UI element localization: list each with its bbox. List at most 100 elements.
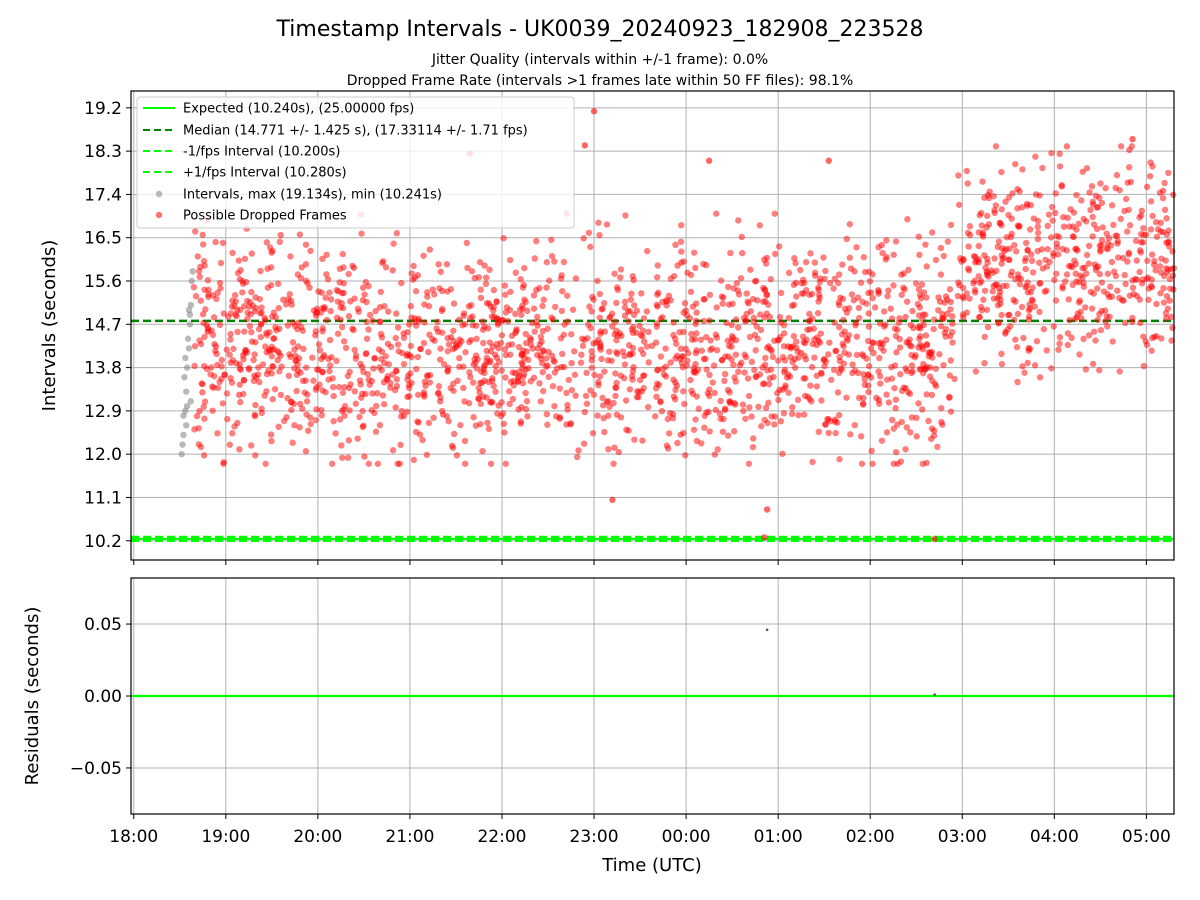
dropped-frame-point [1102,318,1109,325]
dropped-frame-point [507,288,514,295]
dropped-frame-point [312,332,319,339]
dropped-frame-point [902,313,909,321]
dropped-frame-point [461,437,469,445]
dropped-frame-point [946,286,954,293]
dropped-frame-point [1063,143,1071,150]
dropped-frame-point [1078,197,1085,204]
dropped-frame-point [732,351,740,358]
dropped-frame-point [447,333,455,341]
dropped-frame-point [746,404,753,411]
dropped-frame-point [972,368,980,375]
dropped-frame-point [229,430,236,437]
dropped-frame-point [794,348,802,355]
dropped-frame-point [274,280,282,287]
dropped-frame-point [223,390,231,397]
dropped-frame-point [492,362,499,370]
dropped-frame-point [571,371,579,379]
dropped-frame-point [485,325,492,332]
dropped-frame-point [896,344,904,351]
dropped-frame-point [284,322,292,329]
dropped-frame-point [483,274,490,281]
dropped-frame-point [489,343,496,350]
dropped-frame-point [890,282,897,289]
dropped-frame-point [810,325,817,332]
legend-swatch-dropped [155,211,163,219]
dropped-frame-point [825,429,832,437]
dropped-frame-point [732,316,740,323]
dropped-frame-point [839,261,846,268]
dropped-frame-point [551,303,559,311]
dropped-frame-point [627,296,634,303]
dropped-frame-point [865,323,873,330]
bottom-scatter-points [765,628,936,696]
dropped-frame-point [499,316,507,324]
dropped-frame-point [793,338,800,345]
dropped-frame-point [737,274,745,282]
dropped-frame-point [354,305,362,312]
dropped-frame-point [836,323,843,331]
dropped-frame-point [721,377,728,385]
dropped-frame-point [1077,308,1084,316]
dropped-frame-point [502,309,510,316]
dropped-frame-point [725,342,733,350]
dropped-frame-point [596,344,604,351]
dropped-frame-point [234,328,241,336]
dropped-frame-point [711,451,718,458]
dropped-frame-point [398,407,405,415]
dropped-frame-point [587,243,594,251]
dropped-frame-point [749,443,757,451]
dropped-frame-point [610,460,617,467]
dropped-frame-point [256,378,263,386]
dropped-frame-point [1147,226,1155,233]
dropped-frame-point [760,298,767,305]
dropped-frame-point [287,253,294,260]
dropped-frame-point [721,370,729,378]
dropped-frame-point [213,295,220,303]
dropped-frame-point [984,323,992,331]
dropped-frame-point [983,212,991,220]
dropped-frame-point [318,406,325,414]
dropped-frame-point [780,410,788,417]
dropped-frame-point [499,410,507,417]
dropped-frame-point [346,368,353,375]
dropped-frame-point [1048,149,1055,157]
dropped-frame-point [443,261,451,268]
top-plot-frame [130,90,1175,561]
dropped-frame-point [1036,259,1043,266]
dropped-frame-point [1028,251,1035,258]
dropped-frame-point [379,392,387,399]
dropped-frame-point [1098,237,1106,244]
dropped-frame-point [742,318,749,325]
dropped-frame-point [1122,319,1129,327]
dropped-frame-point [243,278,250,286]
dropped-frame-point [942,293,950,300]
dropped-frame-point [426,246,434,253]
dropped-frame-point [1034,229,1042,237]
dropped-frame-point [916,251,923,259]
dropped-frame-point [211,373,218,380]
x-tick-label: 23:00 [570,827,619,847]
dropped-frame-point [722,353,729,360]
dropped-frame-point [1083,251,1091,259]
dropped-frame-point [191,426,198,433]
dropped-frame-point [571,348,578,355]
dropped-frame-point [1022,265,1029,273]
dropped-frame-point [1042,256,1049,264]
dropped-frame-point [527,378,534,385]
dropped-frame-point [248,250,255,257]
dropped-frame-point [793,293,800,300]
dropped-frame-point [909,307,916,315]
dropped-frame-point [1011,316,1018,324]
dropped-frame-point [1133,292,1141,300]
dropped-frame-point [539,302,546,310]
dropped-frame-point [1132,275,1139,283]
dropped-frame-point [681,300,689,307]
dropped-frame-point [1019,166,1026,173]
dropped-frame-point [472,322,480,329]
dropped-frame-point [938,418,945,426]
dropped-frame-point [450,380,457,387]
x-axis-label: Time (UTC) [601,855,702,876]
dropped-frame-point [384,340,392,348]
dropped-frame-point [316,347,324,354]
dropped-frame-point [800,411,808,418]
